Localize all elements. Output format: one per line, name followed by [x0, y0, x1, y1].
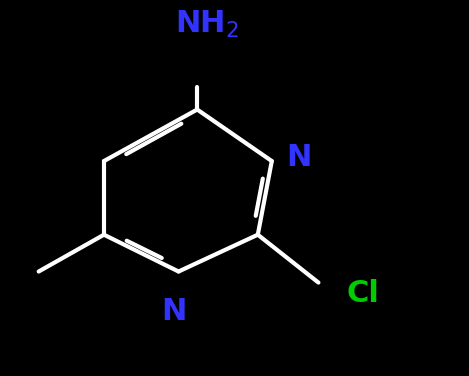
Text: N: N	[161, 297, 187, 326]
Text: N: N	[286, 143, 311, 172]
Text: NH$_2$: NH$_2$	[174, 9, 239, 39]
Text: Cl: Cl	[347, 279, 379, 308]
